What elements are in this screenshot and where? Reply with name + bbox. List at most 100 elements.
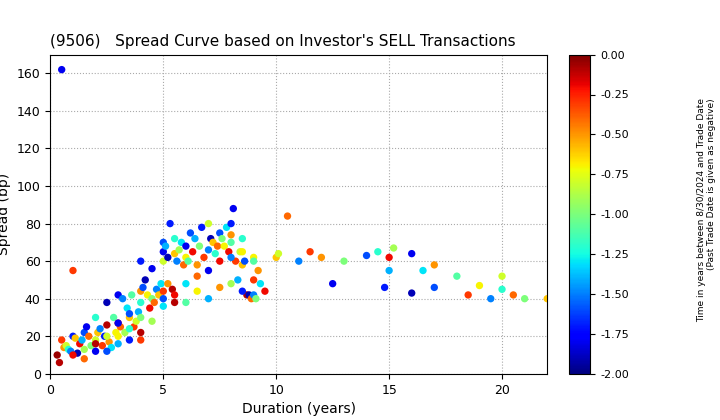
Point — [203, 220, 215, 227]
Point — [174, 247, 185, 253]
Point — [225, 220, 237, 227]
Point — [205, 235, 217, 242]
Point — [180, 299, 192, 306]
Point — [112, 340, 124, 347]
Point — [78, 329, 90, 336]
Point — [124, 314, 135, 321]
Point — [169, 235, 181, 242]
Point — [146, 295, 158, 302]
Point — [225, 280, 237, 287]
Point — [150, 286, 162, 293]
Point — [219, 243, 230, 249]
Point — [246, 295, 257, 302]
Point — [169, 250, 181, 257]
Point — [237, 235, 248, 242]
Point — [210, 250, 221, 257]
Point — [207, 239, 219, 246]
Point — [140, 276, 151, 283]
Point — [237, 288, 248, 294]
Point — [406, 290, 418, 297]
Point — [248, 291, 259, 298]
Point — [112, 320, 124, 326]
Point — [462, 291, 474, 298]
Point — [130, 318, 142, 325]
X-axis label: Duration (years): Duration (years) — [242, 402, 356, 416]
Point — [158, 258, 169, 265]
Y-axis label: Spread (bp): Spread (bp) — [0, 173, 12, 255]
Point — [338, 258, 350, 265]
Point — [56, 66, 68, 73]
Point — [67, 352, 78, 358]
Point — [158, 288, 169, 294]
Point — [124, 310, 135, 317]
Text: Time in years between 8/30/2024 and Trade Date
(Past Trade Date is given as nega: Time in years between 8/30/2024 and Trad… — [697, 98, 716, 322]
Point — [203, 295, 215, 302]
Point — [225, 254, 237, 261]
Point — [225, 231, 237, 238]
Point — [146, 265, 158, 272]
Point — [176, 239, 187, 246]
Point — [90, 314, 102, 321]
Point — [180, 254, 192, 261]
Point — [96, 342, 108, 349]
Point — [122, 305, 133, 312]
Point — [259, 288, 271, 294]
Point — [203, 247, 215, 253]
Point — [101, 348, 112, 354]
Point — [178, 262, 189, 268]
Point — [194, 243, 205, 249]
Point — [160, 243, 171, 249]
Point — [142, 291, 153, 298]
Point — [112, 291, 124, 298]
Point — [273, 250, 284, 257]
Point — [214, 258, 225, 265]
Point — [230, 258, 241, 265]
Point — [192, 273, 203, 280]
Point — [198, 254, 210, 261]
Point — [293, 258, 305, 265]
Point — [135, 288, 146, 294]
Point — [248, 254, 259, 261]
Point — [361, 252, 372, 259]
Point — [124, 337, 135, 344]
Point — [83, 333, 94, 340]
Point — [282, 213, 293, 219]
Point — [508, 291, 519, 298]
Point — [72, 350, 84, 357]
Point — [180, 243, 192, 249]
Point — [158, 295, 169, 302]
Point — [81, 323, 92, 330]
Point — [182, 258, 194, 265]
Point — [541, 295, 553, 302]
Point — [184, 230, 196, 236]
Point — [225, 239, 237, 246]
Point — [67, 333, 78, 340]
Point — [496, 286, 508, 293]
Point — [237, 262, 248, 268]
Point — [428, 284, 440, 291]
Point — [379, 284, 390, 291]
Point — [234, 248, 246, 255]
Point — [228, 205, 239, 212]
Point — [94, 326, 106, 332]
Point — [74, 340, 86, 347]
Point — [223, 248, 235, 255]
Point — [383, 267, 395, 274]
Point — [70, 335, 81, 341]
Point — [203, 267, 215, 274]
Point — [237, 248, 248, 255]
Point — [104, 339, 115, 345]
Point — [248, 276, 259, 283]
Point — [135, 314, 146, 321]
Point — [135, 258, 146, 265]
Point — [180, 280, 192, 287]
Point — [92, 329, 104, 336]
Point — [271, 254, 282, 261]
Point — [63, 346, 74, 353]
Point — [101, 322, 112, 328]
Point — [135, 337, 146, 344]
Point — [241, 291, 253, 298]
Point — [153, 291, 165, 298]
Point — [187, 248, 199, 255]
Point — [327, 280, 338, 287]
